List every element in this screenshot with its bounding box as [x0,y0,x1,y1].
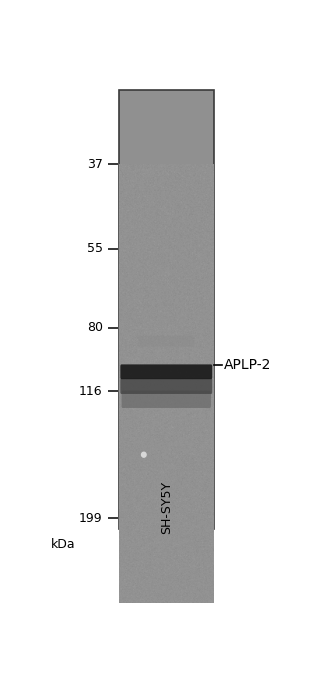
Text: 199: 199 [79,512,103,525]
FancyBboxPatch shape [122,390,211,408]
Ellipse shape [141,451,147,458]
Text: 37: 37 [87,158,103,171]
FancyBboxPatch shape [120,378,212,394]
Text: 55: 55 [87,242,103,255]
FancyBboxPatch shape [119,91,214,529]
FancyBboxPatch shape [138,336,195,346]
Text: SH-SY5Y: SH-SY5Y [160,481,173,534]
FancyBboxPatch shape [120,364,212,379]
Text: 116: 116 [79,385,103,398]
Text: APLP-2: APLP-2 [224,358,271,372]
Text: 80: 80 [87,322,103,335]
Text: kDa: kDa [51,538,75,551]
